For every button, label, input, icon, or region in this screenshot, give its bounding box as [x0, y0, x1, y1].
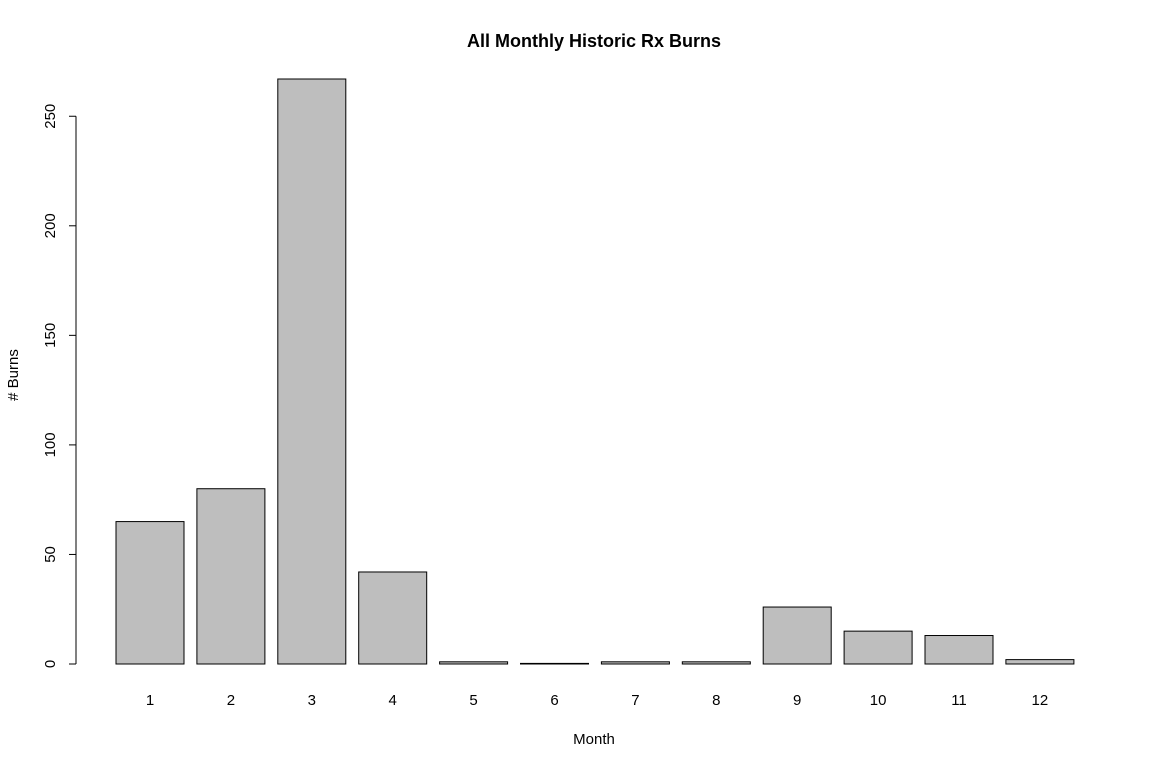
bar-month-6	[520, 662, 589, 665]
bar-month-9	[762, 606, 832, 665]
bar-month-5	[439, 661, 509, 665]
x-tick-label: 5	[469, 692, 477, 709]
y-axis: 0 50 100 150 200 250	[42, 104, 77, 668]
bar-month-7	[600, 661, 670, 665]
chart-title: All Monthly Historic Rx Burns	[467, 31, 721, 51]
x-tick-label: 9	[793, 692, 801, 709]
y-axis-label: # Burns	[5, 349, 22, 401]
y-tick-label: 150	[42, 323, 59, 348]
bar-month-8	[681, 661, 751, 665]
x-tick-label: 2	[227, 692, 235, 709]
y-tick-label: 50	[42, 546, 59, 563]
y-tick-label: 250	[42, 104, 59, 129]
bar-month-12	[1005, 659, 1075, 665]
bars-group	[115, 78, 1075, 665]
x-tick-label: 7	[631, 692, 639, 709]
bar-month-4	[358, 571, 428, 665]
x-tick-label: 6	[550, 692, 558, 709]
y-tick-label: 200	[42, 213, 59, 238]
x-tick-label: 11	[951, 692, 967, 709]
bar-month-10	[843, 630, 913, 665]
x-tick-labels: 1 2 3 4 5 6 7 8 9 10 11 12	[146, 692, 1048, 709]
bar-month-11	[924, 635, 994, 665]
x-tick-label: 8	[712, 692, 720, 709]
x-tick-label: 4	[389, 692, 397, 709]
bar-month-1	[115, 521, 185, 665]
x-tick-label: 3	[308, 692, 316, 709]
x-tick-label: 12	[1032, 692, 1049, 709]
x-axis-label: Month	[573, 731, 615, 748]
x-tick-label: 10	[870, 692, 887, 709]
y-tick-label: 100	[42, 432, 59, 457]
x-tick-label: 1	[146, 692, 154, 709]
y-tick-label: 0	[42, 660, 59, 668]
bar-month-2	[196, 488, 266, 665]
bar-month-3	[277, 78, 347, 665]
